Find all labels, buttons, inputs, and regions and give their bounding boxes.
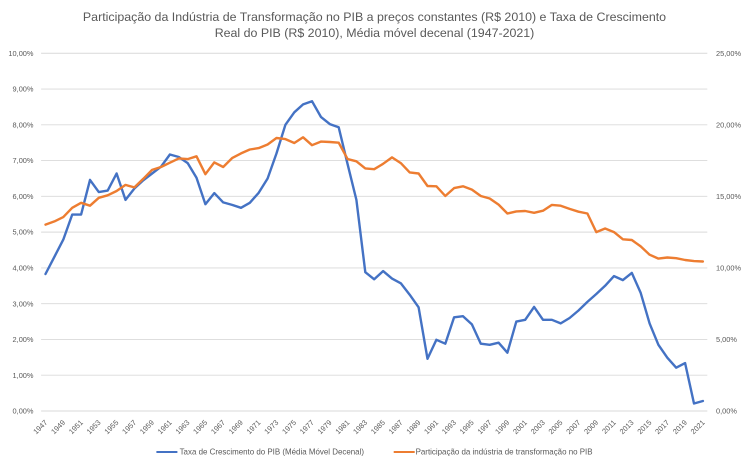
- svg-text:1953: 1953: [85, 418, 103, 436]
- svg-text:1971: 1971: [245, 418, 263, 436]
- svg-text:1993: 1993: [440, 418, 458, 436]
- svg-text:1995: 1995: [458, 418, 476, 436]
- svg-text:2001: 2001: [511, 418, 529, 436]
- svg-text:1989: 1989: [404, 418, 422, 436]
- svg-text:1951: 1951: [67, 418, 85, 436]
- svg-text:1963: 1963: [174, 418, 192, 436]
- svg-text:5,00%: 5,00%: [13, 228, 34, 237]
- svg-text:10,00%: 10,00%: [716, 264, 741, 273]
- svg-text:1999: 1999: [493, 418, 511, 436]
- svg-text:3,00%: 3,00%: [13, 299, 34, 308]
- svg-text:20,00%: 20,00%: [716, 120, 741, 129]
- svg-text:2003: 2003: [529, 418, 547, 436]
- svg-text:0,00%: 0,00%: [13, 407, 34, 416]
- svg-text:1,00%: 1,00%: [13, 371, 34, 380]
- svg-text:6,00%: 6,00%: [13, 192, 34, 201]
- svg-text:1959: 1959: [138, 418, 156, 436]
- svg-text:1969: 1969: [227, 418, 245, 436]
- svg-text:1961: 1961: [156, 418, 174, 436]
- svg-text:10,00%: 10,00%: [8, 49, 33, 58]
- svg-text:1987: 1987: [387, 418, 405, 436]
- svg-text:1997: 1997: [476, 418, 494, 436]
- svg-text:5,00%: 5,00%: [716, 335, 737, 344]
- svg-text:1991: 1991: [422, 418, 440, 436]
- svg-text:1965: 1965: [191, 418, 209, 436]
- svg-text:2021: 2021: [689, 418, 707, 436]
- svg-text:2011: 2011: [600, 418, 618, 436]
- svg-text:1967: 1967: [209, 418, 227, 436]
- svg-text:1949: 1949: [49, 418, 67, 436]
- svg-text:2019: 2019: [671, 418, 689, 436]
- svg-text:1981: 1981: [333, 418, 351, 436]
- svg-text:1979: 1979: [316, 418, 334, 436]
- svg-text:1985: 1985: [369, 418, 387, 436]
- svg-text:1947: 1947: [31, 418, 49, 436]
- svg-text:2017: 2017: [653, 418, 671, 436]
- svg-text:2013: 2013: [618, 418, 636, 436]
- svg-text:1983: 1983: [351, 418, 369, 436]
- svg-text:1975: 1975: [280, 418, 298, 436]
- svg-text:2009: 2009: [582, 418, 600, 436]
- svg-text:Taxa de Crescimento do PIB (Mé: Taxa de Crescimento do PIB (Média Móvel …: [180, 448, 365, 457]
- svg-text:0,00%: 0,00%: [716, 407, 737, 416]
- svg-text:9,00%: 9,00%: [13, 85, 34, 94]
- svg-text:15,00%: 15,00%: [716, 192, 741, 201]
- svg-text:2005: 2005: [547, 418, 565, 436]
- svg-text:1955: 1955: [102, 418, 120, 436]
- svg-text:8,00%: 8,00%: [13, 120, 34, 129]
- svg-text:Participação da indústria de t: Participação da indústria de transformaç…: [416, 448, 593, 457]
- svg-text:1977: 1977: [298, 418, 316, 436]
- svg-text:7,00%: 7,00%: [13, 156, 34, 165]
- svg-text:4,00%: 4,00%: [13, 264, 34, 273]
- svg-text:1957: 1957: [120, 418, 138, 436]
- svg-text:25,00%: 25,00%: [716, 49, 741, 58]
- svg-text:2007: 2007: [564, 418, 582, 436]
- svg-text:2015: 2015: [635, 418, 653, 436]
- svg-text:2,00%: 2,00%: [13, 335, 34, 344]
- svg-text:1973: 1973: [262, 418, 280, 436]
